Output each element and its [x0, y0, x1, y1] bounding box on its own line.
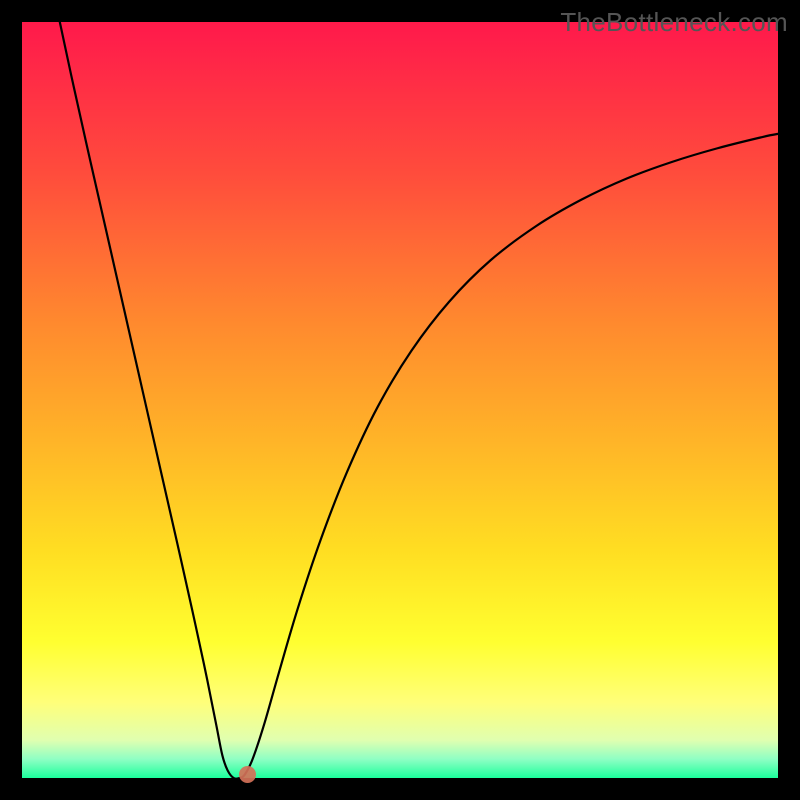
frame-border [0, 0, 800, 800]
curve-layer [0, 0, 800, 800]
bottleneck-curve [60, 22, 778, 779]
watermark-text: TheBottleneck.com [560, 7, 788, 38]
chart-frame: TheBottleneck.com [0, 0, 800, 800]
